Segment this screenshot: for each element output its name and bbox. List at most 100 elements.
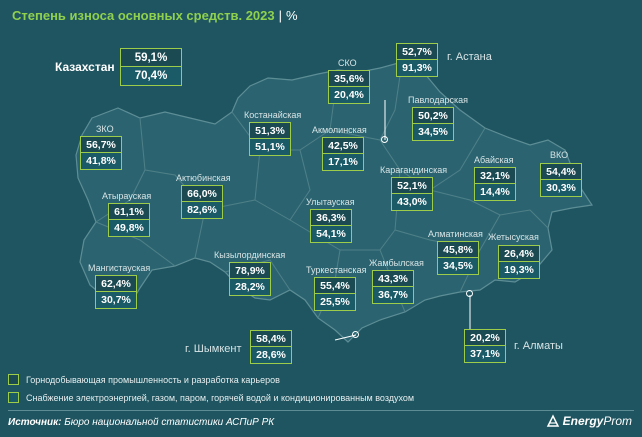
- aktobe-label: Актюбинская: [176, 173, 231, 183]
- almaty-mining-value: 20,2%: [464, 329, 506, 346]
- kostanay-label: Костанайская: [244, 110, 302, 120]
- legend-energy: Снабжение электроэнергией, газом, паром,…: [8, 392, 414, 403]
- vko-energy-value: 30,3%: [540, 180, 582, 197]
- kostanay-values: 51,3% 51,1%: [249, 122, 291, 156]
- zko-energy-value: 41,8%: [80, 153, 122, 170]
- atyrau-label: Атырауская: [102, 191, 152, 201]
- logo-prom-text: Prom: [603, 414, 632, 428]
- turkestan-energy-value: 25,5%: [314, 294, 356, 311]
- turkestan-label: Туркестанская: [306, 265, 367, 275]
- vko-mining-value: 54,4%: [540, 163, 582, 180]
- almaty-label: г. Алматы: [514, 340, 563, 352]
- abay-energy-value: 14,4%: [474, 184, 516, 201]
- mangystau-values: 62,4% 30,7%: [95, 275, 137, 309]
- shymkent-mining-value: 58,4%: [250, 330, 292, 347]
- title-separator: |: [278, 8, 283, 23]
- aktobe-energy-value: 82,6%: [181, 202, 223, 219]
- kyzylorda-energy-value: 28,2%: [229, 279, 271, 296]
- kyzylorda-values: 78,9% 28,2%: [229, 262, 271, 296]
- sko-values: 35,6% 20,4%: [328, 70, 370, 104]
- ulytau-energy-value: 54,1%: [310, 226, 352, 243]
- kazakhstan-label: Казахстан: [55, 60, 115, 74]
- legend-energy-swatch: [8, 392, 19, 403]
- source-note: Источник: Бюро национальной статистики А…: [8, 417, 274, 428]
- abay-values: 32,1% 14,4%: [474, 167, 516, 201]
- legend-energy-text: Снабжение электроэнергией, газом, паром,…: [26, 392, 415, 403]
- shymkent-marker: [352, 331, 359, 338]
- karaganda-mining-value: 52,1%: [391, 177, 433, 194]
- astana-values: 52,7% 91,3%: [396, 43, 438, 77]
- zhetysu-label: Жетысуская: [488, 232, 539, 242]
- source-text: Бюро национальной статистики АСПиР РК: [64, 417, 275, 428]
- sko-energy-value: 20,4%: [328, 87, 370, 104]
- almaty-region-mining-value: 45,8%: [437, 241, 479, 258]
- kyzylorda-label: Кызылординская: [214, 250, 286, 260]
- logo-energy-text: Energy: [562, 414, 604, 428]
- page-title: Степень износа основных средств. 2023 |%: [12, 8, 298, 23]
- mangystau-mining-value: 62,4%: [95, 275, 137, 292]
- almaty-energy-value: 37,1%: [464, 346, 506, 363]
- kostanay-energy-value: 51,1%: [249, 139, 291, 156]
- vko-values: 54,4% 30,3%: [540, 163, 582, 197]
- shymkent-label: г. Шымкент: [185, 343, 242, 355]
- zhambyl-energy-value: 36,7%: [372, 287, 414, 304]
- kazakhstan-values: 59,1% 70,4%: [120, 48, 182, 86]
- karaganda-values: 52,1% 43,0%: [391, 177, 433, 211]
- astana-label: г. Астана: [447, 51, 492, 63]
- almaty-values: 20,2% 37,1%: [464, 329, 506, 363]
- aktobe-values: 66,0% 82,6%: [181, 185, 223, 219]
- astana-energy-value: 91,3%: [396, 60, 438, 77]
- zko-mining-value: 56,7%: [80, 136, 122, 153]
- astana-mining-value: 52,7%: [396, 43, 438, 60]
- akmola-mining-value: 42,5%: [322, 137, 364, 154]
- ulytau-label: Улытауская: [306, 197, 355, 207]
- pavlodar-values: 50,2% 34,5%: [412, 107, 454, 141]
- energyprom-logo: Energy Prom: [546, 414, 632, 428]
- zhetysu-values: 26,4% 19,3%: [498, 245, 540, 279]
- abay-mining-value: 32,1%: [474, 167, 516, 184]
- zhambyl-values: 43,3% 36,7%: [372, 270, 414, 304]
- kazakhstan-mining-value: 59,1%: [120, 48, 182, 67]
- zko-label: ЗКО: [96, 124, 114, 134]
- legend-mining-swatch: [8, 374, 19, 385]
- footer-divider: [8, 410, 634, 411]
- astana-marker: [381, 136, 388, 143]
- karaganda-energy-value: 43,0%: [391, 194, 433, 211]
- atyrau-values: 61,1% 49,8%: [108, 203, 150, 237]
- zko-values: 56,7% 41,8%: [80, 136, 122, 170]
- ulytau-mining-value: 36,3%: [310, 209, 352, 226]
- zhambyl-mining-value: 43,3%: [372, 270, 414, 287]
- atyrau-mining-value: 61,1%: [108, 203, 150, 220]
- karaganda-label: Карагандинская: [380, 165, 448, 175]
- title-text: Степень износа основных средств. 2023: [12, 8, 275, 23]
- almaty-region-values: 45,8% 34,5%: [437, 241, 479, 275]
- legend-mining: Горнодобывающая промышленность и разрабо…: [8, 374, 280, 385]
- turkestan-values: 55,4% 25,5%: [314, 277, 356, 311]
- mangystau-energy-value: 30,7%: [95, 292, 137, 309]
- pavlodar-energy-value: 34,5%: [412, 124, 454, 141]
- title-unit: %: [286, 8, 298, 23]
- abay-label: Абайская: [474, 155, 514, 165]
- vko-label: ВКО: [550, 150, 569, 160]
- almaty-region-label: Алматинская: [428, 229, 483, 239]
- pavlodar-label: Павлодарская: [408, 95, 468, 105]
- kostanay-mining-value: 51,3%: [249, 122, 291, 139]
- akmola-energy-value: 17,1%: [322, 154, 364, 171]
- sko-mining-value: 35,6%: [328, 70, 370, 87]
- energyprom-logo-icon: [546, 414, 559, 427]
- kyzylorda-mining-value: 78,9%: [229, 262, 271, 279]
- zhambyl-label: Жамбылская: [369, 258, 424, 268]
- almaty-region-energy-value: 34,5%: [437, 258, 479, 275]
- kazakhstan-energy-value: 70,4%: [120, 67, 182, 86]
- ulytau-values: 36,3% 54,1%: [310, 209, 352, 243]
- sko-label: СКО: [338, 58, 357, 68]
- shymkent-values: 58,4% 28,6%: [250, 330, 292, 364]
- almaty-marker: [466, 290, 473, 297]
- legend-mining-text: Горнодобывающая промышленность и разрабо…: [26, 374, 280, 385]
- shymkent-energy-value: 28,6%: [250, 347, 292, 364]
- zhetysu-energy-value: 19,3%: [498, 262, 540, 279]
- pavlodar-mining-value: 50,2%: [412, 107, 454, 124]
- akmola-label: Акмолинская: [312, 125, 367, 135]
- mangystau-label: Мангистауская: [88, 263, 151, 273]
